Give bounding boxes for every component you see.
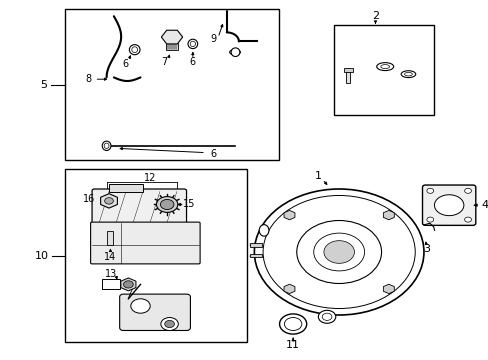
Circle shape bbox=[156, 197, 178, 212]
Text: 6: 6 bbox=[122, 59, 128, 69]
Ellipse shape bbox=[376, 63, 393, 71]
Text: 8: 8 bbox=[85, 74, 92, 84]
Text: 10: 10 bbox=[35, 251, 49, 261]
Ellipse shape bbox=[190, 41, 195, 47]
Circle shape bbox=[284, 318, 301, 330]
Circle shape bbox=[318, 310, 335, 323]
Circle shape bbox=[426, 188, 433, 193]
Circle shape bbox=[323, 241, 354, 264]
Circle shape bbox=[296, 220, 381, 284]
Text: 7: 7 bbox=[161, 57, 167, 67]
Circle shape bbox=[426, 217, 433, 222]
FancyBboxPatch shape bbox=[90, 222, 200, 264]
Bar bbox=[166, 43, 178, 50]
FancyBboxPatch shape bbox=[120, 294, 190, 330]
Ellipse shape bbox=[404, 72, 411, 76]
Circle shape bbox=[164, 320, 174, 328]
Circle shape bbox=[104, 198, 113, 204]
Text: 1: 1 bbox=[315, 171, 322, 181]
Text: 5: 5 bbox=[40, 80, 47, 90]
Ellipse shape bbox=[187, 39, 197, 49]
Circle shape bbox=[161, 318, 178, 330]
Bar bbox=[65, 9, 278, 160]
Ellipse shape bbox=[229, 50, 240, 55]
Ellipse shape bbox=[132, 47, 137, 53]
Bar bbox=[344, 68, 352, 72]
Circle shape bbox=[279, 314, 306, 334]
Bar bbox=[109, 184, 142, 192]
Circle shape bbox=[313, 233, 364, 271]
Ellipse shape bbox=[231, 51, 238, 54]
Ellipse shape bbox=[433, 195, 463, 216]
Text: 12: 12 bbox=[144, 173, 156, 183]
Text: 9: 9 bbox=[210, 34, 216, 44]
Bar bbox=[106, 231, 113, 245]
Ellipse shape bbox=[129, 45, 140, 55]
FancyBboxPatch shape bbox=[422, 185, 475, 225]
Text: 14: 14 bbox=[104, 252, 116, 262]
Text: 15: 15 bbox=[183, 199, 195, 210]
Ellipse shape bbox=[104, 143, 109, 149]
Ellipse shape bbox=[231, 48, 239, 57]
Bar bbox=[334, 25, 433, 115]
Bar bbox=[65, 169, 246, 342]
Text: 16: 16 bbox=[83, 194, 95, 204]
Circle shape bbox=[464, 188, 470, 193]
Text: 3: 3 bbox=[422, 244, 429, 254]
Ellipse shape bbox=[380, 65, 389, 69]
Text: 6: 6 bbox=[189, 57, 196, 67]
Ellipse shape bbox=[102, 141, 111, 150]
FancyBboxPatch shape bbox=[92, 189, 186, 225]
Bar bbox=[249, 254, 261, 257]
Bar bbox=[249, 243, 261, 247]
Text: 6: 6 bbox=[210, 149, 216, 159]
Text: 13: 13 bbox=[105, 269, 117, 279]
Circle shape bbox=[464, 217, 470, 222]
Text: 11: 11 bbox=[285, 339, 300, 350]
Circle shape bbox=[263, 195, 414, 309]
Ellipse shape bbox=[400, 71, 415, 78]
Bar bbox=[102, 279, 120, 289]
Circle shape bbox=[160, 199, 174, 210]
Circle shape bbox=[131, 299, 150, 313]
Circle shape bbox=[254, 189, 423, 315]
Text: 2: 2 bbox=[371, 11, 378, 21]
Bar bbox=[346, 72, 349, 83]
Ellipse shape bbox=[259, 225, 268, 236]
Text: 4: 4 bbox=[480, 200, 487, 210]
Circle shape bbox=[322, 313, 331, 320]
Circle shape bbox=[123, 281, 133, 288]
